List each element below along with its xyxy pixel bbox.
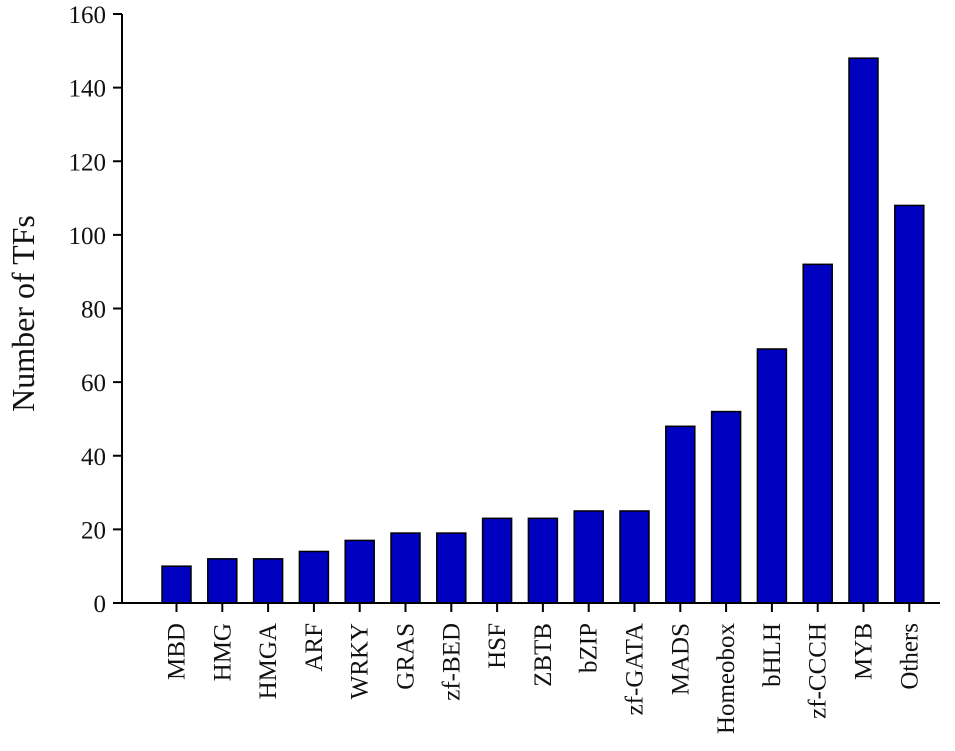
x-tick-label: GRAS	[393, 623, 420, 690]
bar-arf	[298, 550, 330, 604]
bar-mbd	[161, 565, 192, 604]
y-tick-label: 80	[81, 297, 106, 324]
x-tick-label: zf-BED	[438, 623, 465, 701]
bar-zf-gata	[619, 510, 650, 604]
y-tick-label: 60	[81, 370, 106, 397]
x-tick-label: HMGA	[255, 623, 282, 699]
bar-others	[894, 204, 925, 604]
bar-bzip	[573, 510, 604, 604]
bar-homeobox	[710, 410, 742, 604]
y-tick-label: 120	[69, 149, 107, 176]
x-tick-label: zf-GATA	[622, 623, 649, 715]
x-tick-label: MYB	[851, 623, 878, 680]
x-tick-label: HSF	[484, 623, 511, 669]
bar-hmga	[252, 558, 284, 604]
bar-zbtb	[527, 517, 559, 604]
bar-hmg	[207, 558, 238, 604]
x-tick-label: ARF	[301, 623, 328, 672]
y-ticks: 0 20 40 60 80 100 120 140 160	[69, 2, 122, 618]
bar-zf-ccch	[802, 263, 833, 604]
bar-mads	[665, 425, 696, 604]
x-tick-label: bHLH	[759, 623, 786, 687]
x-tick-label: ZBTB	[530, 623, 557, 687]
y-tick-label: 140	[69, 76, 107, 103]
x-tick-label: MBD	[164, 623, 191, 680]
x-tick-label: Others	[896, 623, 923, 690]
bar-bhlh	[756, 348, 788, 604]
bar-hsf	[481, 517, 513, 604]
bar-wrky	[344, 539, 375, 604]
bars-group	[161, 57, 925, 604]
y-tick-label: 40	[81, 444, 106, 471]
x-axis: MBD HMG HMGA ARF WRKY GRAS zf-BED HSF ZBTB bZIP zf…	[122, 602, 940, 735]
y-axis-title: Number of TFs	[5, 215, 41, 412]
bar-zf-bed	[436, 532, 467, 604]
x-ticks: MBD HMG HMGA ARF WRKY GRAS zf-BED HSF ZBTB bZIP zf…	[164, 603, 923, 735]
x-tick-label: bZIP	[576, 623, 603, 673]
bar-gras	[390, 532, 421, 604]
x-tick-label: MADS	[667, 623, 694, 695]
x-tick-label: HMG	[209, 623, 236, 681]
x-tick-label: zf-CCCH	[805, 623, 832, 719]
bar-myb	[848, 57, 879, 604]
x-tick-label: WRKY	[347, 623, 374, 699]
y-tick-label: 0	[94, 591, 107, 618]
y-tick-label: 160	[69, 2, 107, 29]
y-tick-label: 100	[69, 223, 107, 250]
y-tick-label: 20	[81, 517, 106, 544]
y-axis: 0 20 40 60 80 100 120 140 160	[69, 2, 123, 618]
x-tick-label: Homeobox	[713, 623, 740, 735]
